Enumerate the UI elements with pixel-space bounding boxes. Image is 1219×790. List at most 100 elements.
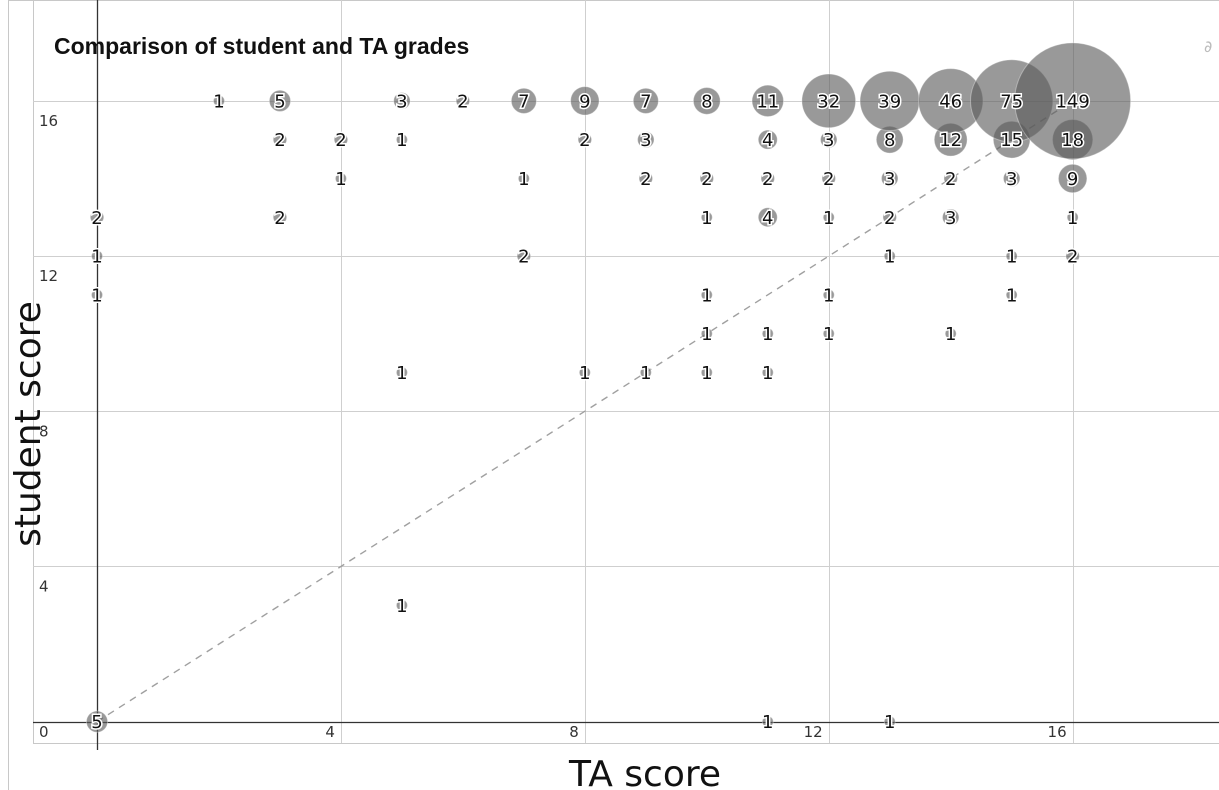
origin-tick-label: 0	[39, 723, 49, 741]
bubble-count-label: 1	[823, 285, 834, 306]
bubble	[692, 86, 721, 115]
bubble	[941, 208, 960, 227]
bubble-count-label: 3	[884, 169, 895, 190]
bubble-count-label: 2	[640, 169, 651, 190]
bubble	[333, 132, 349, 147]
bubble-count-label: 2	[1067, 247, 1078, 268]
bubble-count-label: 9	[1067, 169, 1078, 190]
bubbles	[85, 42, 1132, 733]
bubble	[1065, 248, 1080, 264]
bubble-count-label: 1	[213, 91, 224, 112]
bubble-count-label: 1	[701, 324, 712, 345]
bubble	[577, 132, 593, 147]
bubble	[91, 288, 104, 301]
bubble-count-label: 11	[756, 91, 779, 112]
bubble-count-label: 1	[396, 363, 407, 384]
bubble	[395, 133, 408, 146]
bubble-count-label: 1	[762, 324, 773, 345]
bubble	[85, 710, 109, 733]
bubble	[761, 366, 774, 379]
bubble-count-label: 7	[640, 91, 651, 112]
bubble-count-label: 1	[579, 363, 590, 384]
corner-glyph: ∂	[1204, 37, 1212, 56]
bubble	[395, 366, 408, 379]
bubble	[699, 171, 715, 186]
bubble-count-label: 1	[1006, 247, 1017, 268]
bubble-count-label: 3	[945, 208, 956, 229]
bubble	[1005, 250, 1018, 263]
bubble	[516, 248, 532, 264]
bubble	[1014, 42, 1132, 160]
bubble	[880, 169, 899, 188]
bubble	[883, 250, 896, 263]
bubble-count-label: 1	[701, 285, 712, 306]
bubble-count-label: 2	[335, 130, 346, 151]
bubble	[700, 327, 713, 340]
bubble	[822, 211, 835, 224]
bubble-count-label: 3	[1006, 169, 1017, 190]
bubble	[637, 130, 655, 149]
bubble	[1002, 169, 1021, 188]
bubble	[1005, 288, 1018, 301]
reference-line-y-equals-x	[96, 100, 1074, 723]
bubble	[638, 171, 654, 186]
bubble	[393, 92, 411, 110]
bubble-count-label: 75	[1000, 91, 1023, 112]
bubble-count-label: 1	[1006, 285, 1017, 306]
y-tick-label: 4	[39, 577, 49, 595]
bubble-count-label: 1	[518, 169, 529, 190]
bubble-count-label: 1	[396, 130, 407, 151]
bubble-count-label: 2	[91, 208, 102, 229]
y-axis-title: student score	[8, 301, 49, 547]
chart-title: Comparison of student and TA grades	[54, 33, 469, 59]
bubble	[757, 129, 778, 150]
x-tick-label: 4	[325, 723, 335, 741]
bubble	[91, 250, 104, 263]
bubble-count-label: 149	[1055, 91, 1089, 112]
bubble	[820, 130, 838, 149]
x-tick-label: 12	[804, 723, 823, 741]
bubble	[822, 288, 835, 301]
bubble	[395, 599, 408, 612]
bubble-count-label: 3	[640, 130, 651, 151]
bubble-count-label: 1	[823, 324, 834, 345]
bubble-count-label: 1	[884, 712, 895, 733]
bubble-count-label: 1	[335, 169, 346, 190]
bubble	[944, 327, 957, 340]
bubble	[570, 86, 600, 116]
bubble	[883, 715, 896, 728]
bubble-count-label: 3	[396, 91, 407, 112]
bubble-count-label: 15	[1000, 130, 1023, 151]
bubble	[822, 327, 835, 340]
bubble-count-label: 1	[884, 247, 895, 268]
bubble-count-label: 2	[274, 130, 285, 151]
bubble-count-label: 12	[939, 130, 962, 151]
bubble	[760, 171, 775, 186]
bubble-count-label: 1	[823, 208, 834, 229]
bubble-count-label: 1	[396, 596, 407, 617]
bubble-count-label: 2	[823, 169, 834, 190]
y-tick-label: 16	[39, 112, 58, 130]
bubble-count-label: 1	[640, 363, 651, 384]
bubble-count-label: 1	[701, 208, 712, 229]
bubble	[212, 94, 225, 107]
bubble	[700, 288, 713, 301]
bubble-count-label: 2	[945, 169, 956, 190]
bubble-count-label: 18	[1061, 130, 1084, 151]
bubble	[801, 73, 857, 129]
bubble-count-label: 2	[274, 208, 285, 229]
bubble	[757, 207, 778, 228]
bubble-count-label: 2	[579, 130, 590, 151]
bubble-count-label: 1	[762, 363, 773, 384]
bubble-count-label: 1	[762, 712, 773, 733]
bubble	[455, 93, 471, 109]
bubble-count-label: 5	[91, 712, 102, 733]
bubble	[1057, 163, 1088, 194]
bubble	[761, 715, 774, 728]
bubble	[272, 132, 288, 147]
bubble	[89, 210, 105, 225]
y-tick-label: 8	[39, 422, 49, 440]
